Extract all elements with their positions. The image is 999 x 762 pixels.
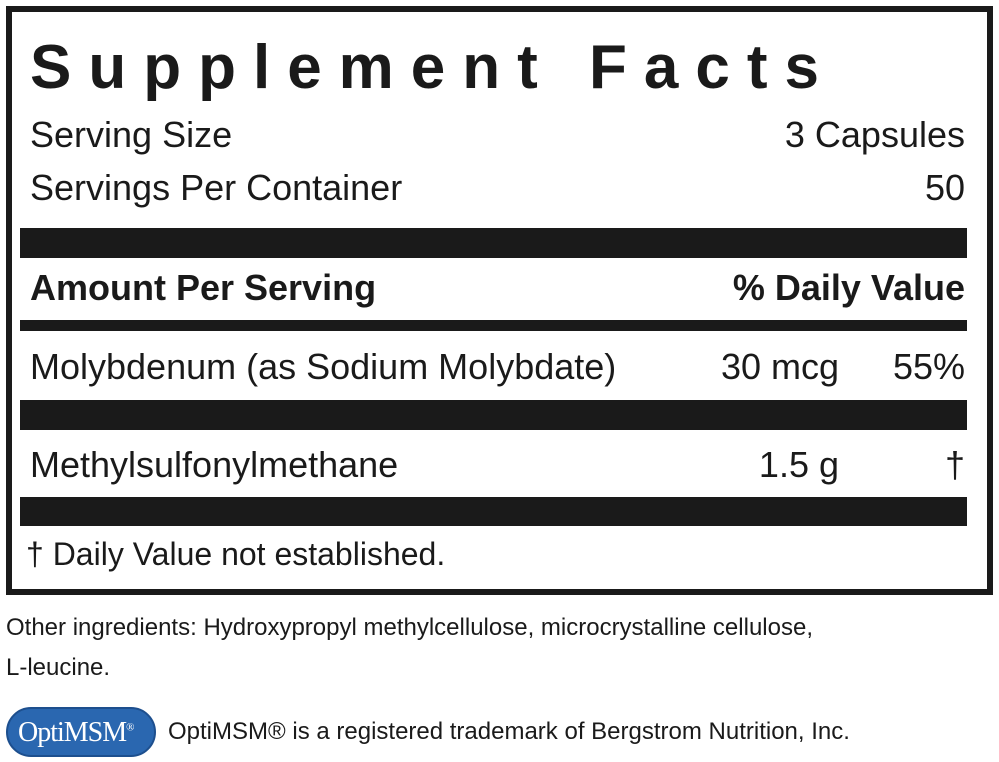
servings-per-container-label: Servings Per Container <box>30 167 403 208</box>
nutrient-dv: † <box>944 444 965 485</box>
nutrient-name: Molybdenum (as Sodium Molybdate) <box>30 346 617 387</box>
other-ingredients-line2: L-leucine. <box>6 654 111 681</box>
nutrient-dv: 55% <box>892 346 965 387</box>
thick-divider <box>20 497 967 526</box>
optimsm-logo: OptiMSM® <box>6 707 156 757</box>
serving-size-label: Serving Size <box>30 114 233 155</box>
header-amount: Amount Per Serving <box>30 267 377 308</box>
footnote: † Daily Value not established. <box>26 536 446 572</box>
other-ingredients: Other ingredients: Hydroxypropyl methylc… <box>6 614 813 641</box>
nutrient-name: Methylsulfonylmethane <box>30 444 399 485</box>
header-daily-value: % Daily Value <box>732 267 965 308</box>
logo-text: OptiMSM <box>18 717 127 748</box>
panel-title: Supplement Facts <box>30 33 836 102</box>
trademark-notice: OptiMSM® is a registered trademark of Be… <box>168 718 850 745</box>
thick-divider <box>20 400 967 430</box>
nutrient-amount: 30 mcg <box>720 346 839 387</box>
divider <box>20 320 967 331</box>
thick-divider <box>20 228 967 258</box>
supplement-facts-panel <box>6 6 993 595</box>
servings-per-container-value: 50 <box>924 167 965 208</box>
nutrient-amount: 1.5 g <box>758 444 839 485</box>
serving-size-value: 3 Capsules <box>784 114 965 155</box>
logo-registered-mark: ® <box>126 721 134 734</box>
